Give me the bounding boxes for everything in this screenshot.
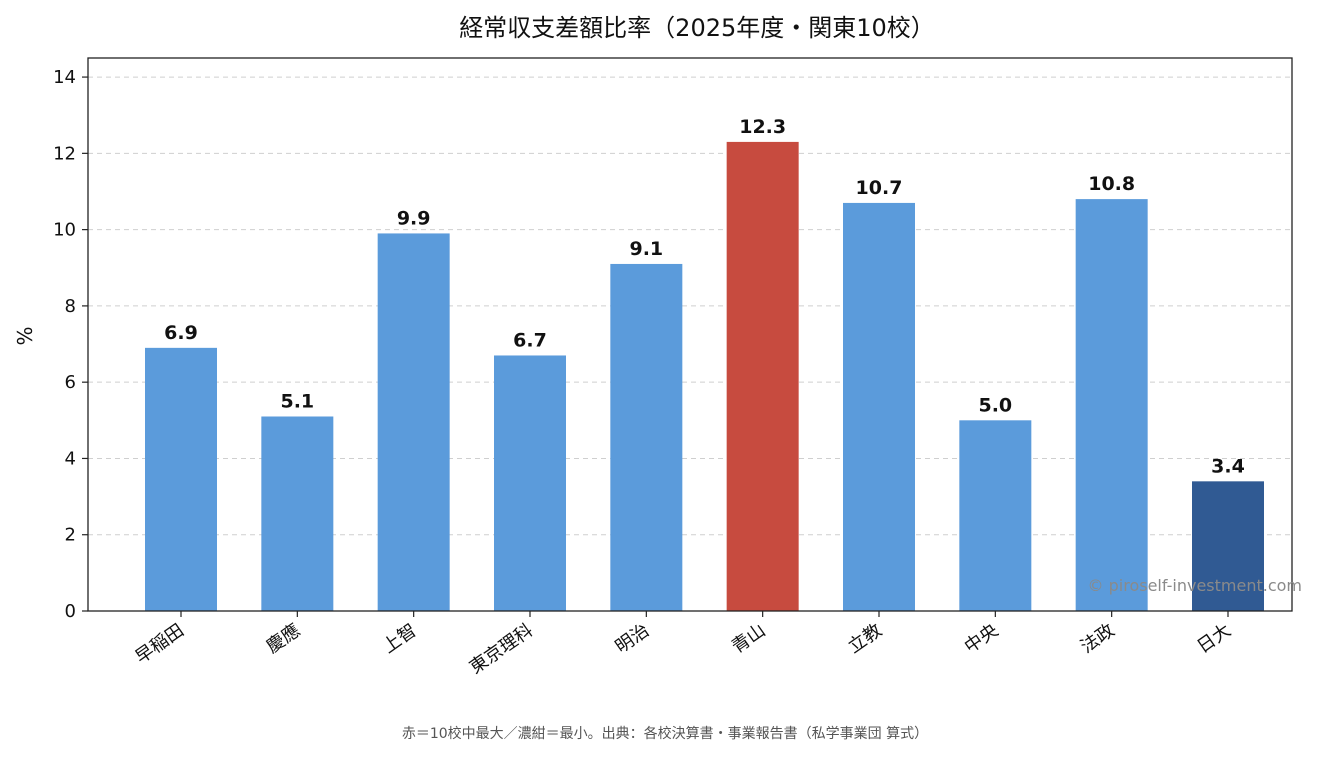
bar <box>261 416 334 611</box>
data-label: 10.8 <box>1088 173 1135 195</box>
bar <box>1192 481 1264 611</box>
bar <box>377 233 450 611</box>
chart-title: 経常収支差額比率（2025年度・関東10校） <box>459 14 935 42</box>
x-tick-label: 上智 <box>379 620 421 658</box>
x-tick-label: 日大 <box>1193 620 1235 658</box>
x-tick-label: 東京理科 <box>466 620 537 678</box>
y-axis-label: % <box>13 326 37 345</box>
plot-frame <box>87 57 1293 612</box>
x-tick-label: 立教 <box>844 620 886 658</box>
y-tick-label: 4 <box>65 448 76 469</box>
data-label: 10.7 <box>856 177 903 199</box>
bar <box>959 420 1032 611</box>
bar <box>145 347 217 611</box>
bar <box>1075 199 1148 611</box>
data-label: 5.1 <box>280 390 314 412</box>
footnote: 赤＝10校中最大／濃紺＝最小。出典：各校決算書・事業報告書（私学事業団 算式） <box>402 725 928 742</box>
x-tick-label: 明治 <box>612 620 654 658</box>
data-label: 9.1 <box>629 238 663 260</box>
bar <box>494 355 566 611</box>
x-tick-label: 青山 <box>728 620 770 658</box>
bar <box>726 141 799 611</box>
bar <box>843 202 915 611</box>
y-tick-label: 14 <box>53 67 76 88</box>
y-tick-label: 0 <box>65 601 76 622</box>
x-axis-ticks: 早稲田 慶應 上智 東京理科 明治 青山 立教 中央 法政 日大 <box>132 611 1235 678</box>
data-label: 3.4 <box>1211 455 1245 477</box>
bars <box>145 141 1264 611</box>
data-labels: 6.9 5.1 9.9 6.7 9.1 12.3 10.7 5.0 10.8 3.4 <box>164 116 1245 477</box>
y-tick-label: 12 <box>53 143 76 164</box>
x-tick-label: 慶應 <box>262 619 304 658</box>
data-label: 6.9 <box>164 322 198 344</box>
y-tick-label: 8 <box>65 296 76 317</box>
x-tick-label: 中央 <box>961 620 1003 658</box>
data-label: 9.9 <box>397 207 431 229</box>
bar <box>610 263 683 611</box>
data-label: 12.3 <box>739 116 786 138</box>
y-tick-label: 2 <box>65 525 76 546</box>
x-tick-label: 早稲田 <box>132 620 188 668</box>
x-tick-label: 法政 <box>1077 620 1119 658</box>
data-label: 6.7 <box>513 329 547 351</box>
y-tick-label: 6 <box>65 372 76 393</box>
watermark: © piroself-investment.com <box>1088 576 1302 595</box>
y-axis-ticks: 0 2 4 6 8 10 12 14 <box>53 67 88 622</box>
y-tick-label: 10 <box>53 220 76 241</box>
data-label: 5.0 <box>978 394 1012 416</box>
